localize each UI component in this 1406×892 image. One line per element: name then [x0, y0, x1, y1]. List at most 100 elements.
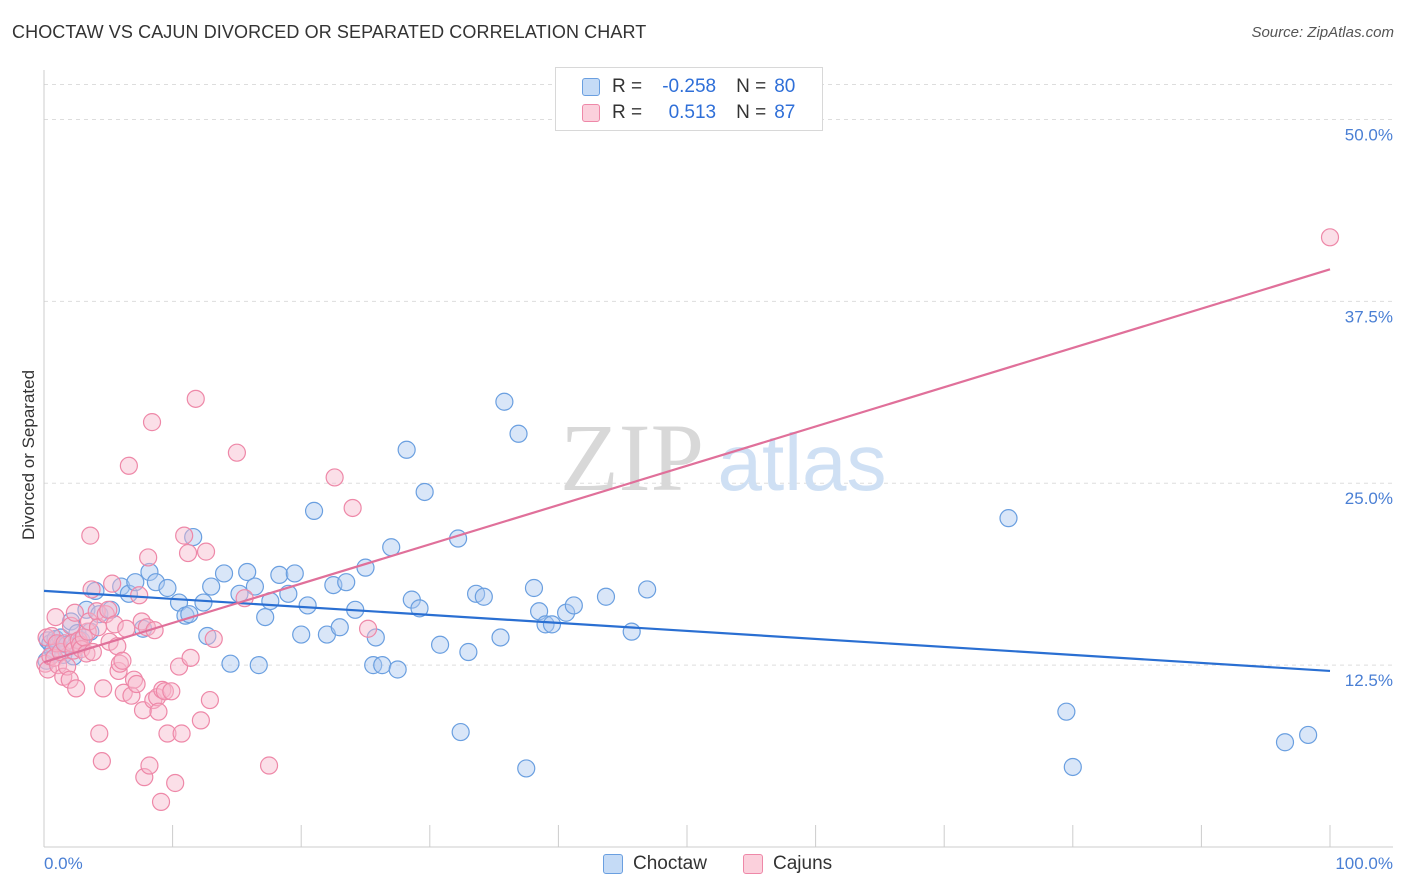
- source-label: Source: ZipAtlas.com: [1251, 24, 1394, 41]
- axes: [43, 70, 1393, 848]
- cajun-point: [259, 756, 279, 775]
- y-axis-label: Divorced or Separated: [19, 370, 38, 540]
- choctaw-point: [524, 578, 544, 598]
- cajun-point: [132, 612, 151, 631]
- choctaw-point: [373, 656, 392, 675]
- choctaw-point: [249, 656, 268, 675]
- watermark-atlas: atlas: [718, 418, 887, 507]
- choctaw-point: [638, 580, 657, 599]
- cajun-point: [139, 548, 158, 567]
- choctaw-point: [90, 605, 109, 624]
- choctaw-point: [194, 593, 213, 612]
- cajun-point: [358, 619, 378, 638]
- n-label: N =: [736, 76, 767, 97]
- trend-lines: [43, 268, 1331, 673]
- cajun-point: [162, 682, 181, 701]
- cajun-point: [142, 413, 162, 432]
- choctaw-point: [557, 603, 576, 622]
- cajun-point: [166, 773, 185, 793]
- cajun-point: [105, 615, 124, 634]
- cajun-point: [81, 526, 100, 545]
- cajun-point: [155, 682, 174, 701]
- choctaw-trend-line: [43, 589, 1331, 673]
- choctaw-point: [415, 482, 434, 502]
- cajun-point: [343, 498, 362, 518]
- choctaw-point: [430, 635, 450, 654]
- choctaw-point: [596, 587, 616, 606]
- choctaw-point: [270, 565, 289, 585]
- cajun-point: [65, 603, 84, 622]
- choctaw-point: [509, 424, 528, 443]
- cajun-point: [46, 608, 65, 627]
- cajuns-swatch: [582, 104, 600, 122]
- choctaw-point: [491, 628, 510, 647]
- choctaw-point: [304, 501, 324, 520]
- x-tick-label: 0.0%: [44, 854, 83, 873]
- x-tick-label: 100.0%: [1335, 854, 1393, 873]
- y-tick-label: 12.5%: [1345, 671, 1393, 690]
- choctaw-point: [292, 625, 311, 644]
- n-label: N =: [736, 102, 767, 123]
- choctaw-point: [564, 596, 583, 615]
- y-tick-label: 50.0%: [1345, 125, 1393, 144]
- choctaw-point: [397, 440, 416, 459]
- cajun-point: [67, 679, 86, 698]
- data-points: [36, 228, 1340, 811]
- choctaw-point: [256, 608, 275, 627]
- choctaw-point: [495, 392, 514, 411]
- cajun-point: [140, 756, 159, 775]
- choctaw-point: [221, 654, 240, 673]
- choctaw-point: [530, 602, 549, 621]
- cajun-point: [92, 752, 111, 771]
- correlation-legend: R = -0.258 N = 80 R = 0.513 N = 87: [555, 67, 823, 131]
- cajun-point: [200, 690, 219, 710]
- legend-item-choctaw: Choctaw: [603, 851, 707, 877]
- cajun-point: [175, 526, 194, 545]
- cajun-point: [151, 792, 171, 811]
- legend-row-cajuns: R = 0.513 N = 87: [582, 101, 795, 125]
- cajun-point: [94, 679, 113, 698]
- r-label: R =: [612, 102, 643, 123]
- cajun-point: [110, 654, 129, 673]
- n-value-cajuns: 87: [774, 102, 796, 123]
- choctaw-point: [337, 573, 356, 592]
- cajun-point: [1320, 228, 1340, 247]
- n-value-choctaw: 80: [774, 76, 796, 97]
- choctaw-point: [1299, 725, 1318, 745]
- choctaw-swatch: [582, 78, 600, 96]
- cajun-point: [186, 389, 205, 408]
- choctaw-point: [410, 599, 429, 618]
- watermark: ZIP atlas: [560, 404, 886, 511]
- choctaw-point: [140, 562, 159, 582]
- cajun-point: [113, 651, 132, 670]
- choctaw-point: [158, 578, 177, 598]
- choctaw-point: [1275, 733, 1295, 752]
- cajun-point: [196, 542, 216, 561]
- choctaw-point: [285, 564, 304, 583]
- cajun-point: [82, 580, 101, 599]
- choctaw-point: [459, 642, 478, 662]
- cajun-point: [77, 644, 96, 663]
- r-label: R =: [612, 76, 643, 97]
- cajun-point: [119, 456, 138, 475]
- choctaw-point: [238, 562, 257, 582]
- r-value-cajuns: 0.513: [668, 102, 717, 123]
- cajuns-legend-swatch: [743, 854, 763, 874]
- cajun-point: [178, 543, 198, 563]
- choctaw-legend-swatch: [603, 854, 623, 874]
- choctaw-point: [622, 622, 641, 641]
- cajun-point: [109, 661, 128, 681]
- cajun-point: [79, 612, 99, 631]
- cajuns-legend-label: Cajuns: [773, 853, 833, 874]
- y-tick-label: 37.5%: [1345, 307, 1393, 326]
- cajun-point: [103, 574, 122, 593]
- choctaw-point: [202, 577, 221, 596]
- choctaw-point: [388, 660, 407, 679]
- cajun-trend-line: [43, 268, 1331, 664]
- choctaw-point: [999, 509, 1018, 528]
- choctaw-point: [1063, 757, 1082, 777]
- choctaw-point: [330, 618, 349, 637]
- choctaw-legend-label: Choctaw: [633, 853, 707, 874]
- cajun-point: [227, 443, 246, 462]
